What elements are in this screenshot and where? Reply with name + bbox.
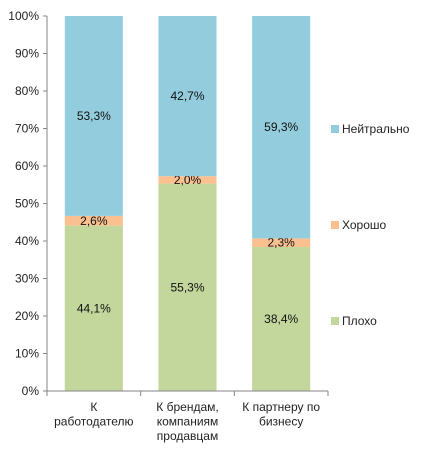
data-label: 42,7% bbox=[170, 89, 204, 103]
x-category-label-line: К брендам, bbox=[156, 400, 218, 414]
data-label: 2,6% bbox=[80, 214, 108, 228]
bar-segment bbox=[64, 215, 123, 226]
legend-label: Плохо bbox=[342, 314, 377, 328]
y-tick-label: 80% bbox=[15, 84, 39, 98]
legend: Нейтрально Хорошо Плохо bbox=[331, 122, 410, 328]
y-tick-label: 10% bbox=[15, 347, 39, 361]
y-tick-label: 60% bbox=[15, 159, 39, 173]
legend-swatch bbox=[331, 221, 339, 229]
legend-label: Хорошо bbox=[342, 218, 387, 232]
x-category-label-line: К bbox=[90, 400, 97, 414]
x-category-label-line: компаниям bbox=[157, 415, 219, 429]
legend-swatch bbox=[331, 125, 339, 133]
y-tick-label: 40% bbox=[15, 234, 39, 248]
x-category-label: К брендам, компаниям продавцам bbox=[156, 400, 218, 443]
y-tick-label: 70% bbox=[15, 122, 39, 136]
y-tick-label: 20% bbox=[15, 309, 39, 323]
x-category-label-line: К партнеру по bbox=[242, 400, 320, 414]
x-category-label-line: работодателю bbox=[54, 415, 133, 429]
bar-segment bbox=[158, 183, 217, 391]
data-label: 2,0% bbox=[174, 173, 202, 187]
data-label: 55,3% bbox=[170, 280, 204, 294]
bar-segment bbox=[158, 16, 217, 177]
data-label: 38,4% bbox=[264, 312, 298, 326]
y-tick-label: 50% bbox=[15, 197, 39, 211]
bar-segment bbox=[252, 238, 311, 247]
y-tick-label: 30% bbox=[15, 272, 39, 286]
data-label: 53,3% bbox=[77, 109, 111, 123]
bar-segment bbox=[158, 176, 217, 184]
legend-swatch bbox=[331, 317, 339, 325]
x-category-label: К партнеру по бизнесу bbox=[242, 400, 320, 429]
bars: 44,1% 2,6% 53,3% 55,3% 2,0% 42,7% 38,4% 2,3% 59,… bbox=[64, 16, 311, 391]
y-tick-label: 0% bbox=[22, 384, 40, 398]
bar-segment bbox=[252, 16, 311, 239]
x-category-label-line: бизнесу bbox=[259, 415, 303, 429]
bar-segment bbox=[252, 247, 311, 391]
x-category-label-line: продавцам bbox=[157, 429, 218, 443]
data-label: 59,3% bbox=[264, 120, 298, 134]
y-tick-label: 100% bbox=[8, 9, 39, 23]
bar-segment bbox=[64, 16, 123, 216]
bar-segment bbox=[64, 225, 123, 391]
legend-label: Нейтрально bbox=[342, 122, 410, 136]
data-label: 2,3% bbox=[267, 236, 295, 250]
y-tick-label: 90% bbox=[15, 47, 39, 61]
y-axis: 0% 10% 20% 30% 40% 50% 60% 70% 80% 90% 100% bbox=[8, 9, 48, 398]
data-label: 44,1% bbox=[77, 301, 111, 315]
